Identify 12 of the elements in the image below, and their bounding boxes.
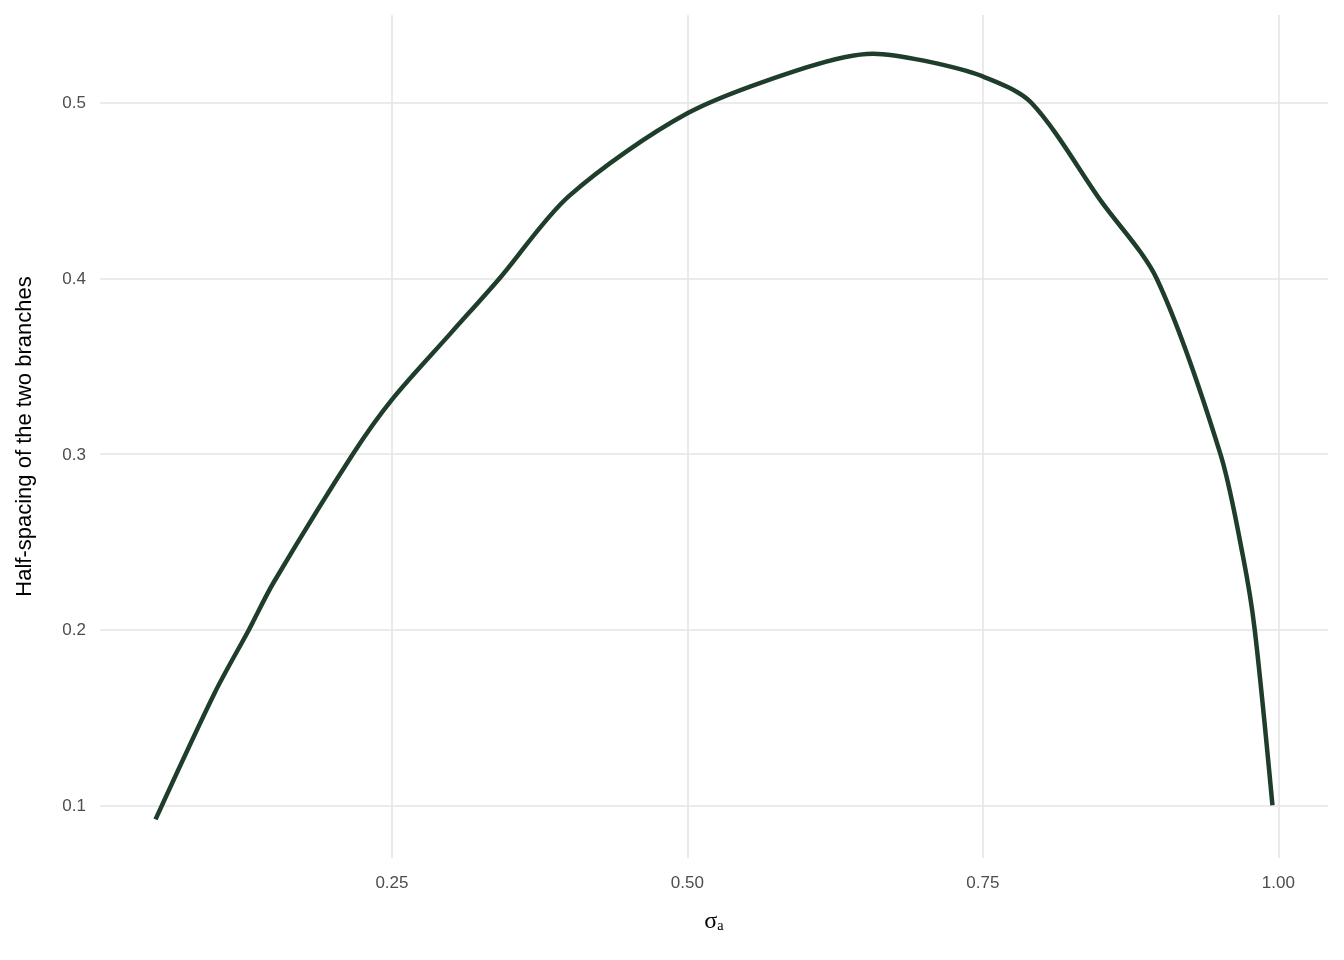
y-axis-title: Half-spacing of the two branches bbox=[10, 276, 36, 597]
x-axis-title: σₐ bbox=[704, 907, 725, 933]
y-tick-label: 0.4 bbox=[62, 268, 86, 288]
y-tick-label: 0.2 bbox=[62, 620, 86, 640]
x-tick-label: 0.50 bbox=[670, 873, 704, 892]
y-tick-label: 0.3 bbox=[62, 444, 86, 464]
y-tick-label: 0.1 bbox=[62, 795, 86, 815]
x-tick-label: 1.00 bbox=[1261, 873, 1295, 892]
y-tick-label: 0.5 bbox=[62, 93, 86, 113]
x-tick-label: 0.25 bbox=[375, 873, 409, 892]
x-tick-label: 0.75 bbox=[966, 873, 1000, 892]
line-series bbox=[153, 51, 1275, 822]
